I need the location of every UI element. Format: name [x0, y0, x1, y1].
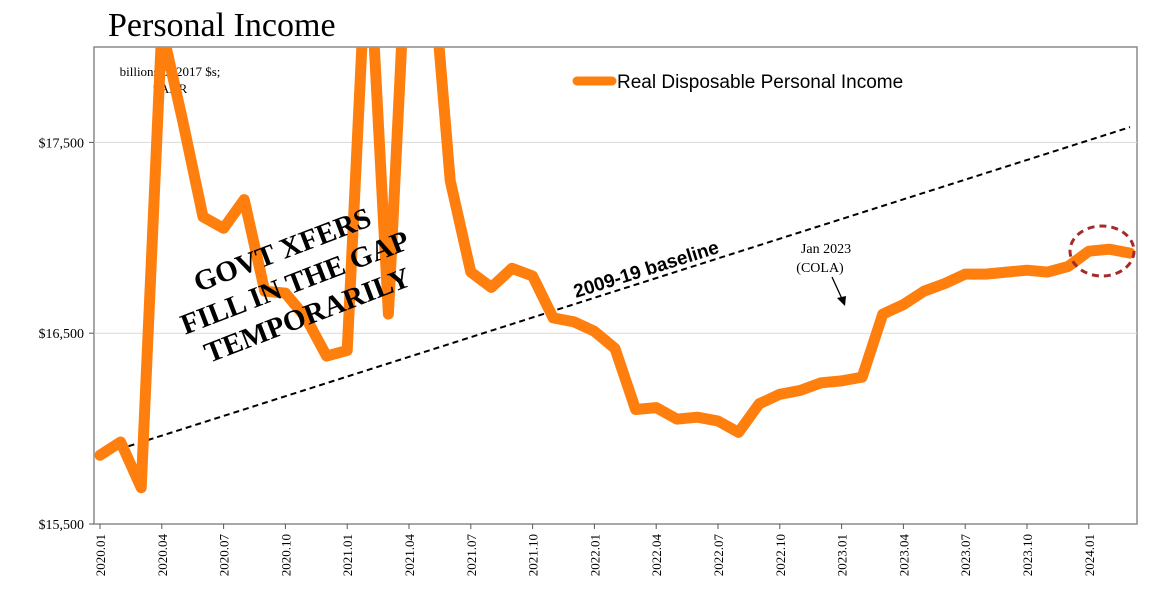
x-tick-label: 2020.04 [155, 534, 170, 577]
x-tick-label: 2020.01 [93, 534, 108, 576]
chart-title: Personal Income [108, 7, 336, 44]
x-tick-label: 2023.10 [1020, 534, 1035, 576]
x-tick-label: 2022.10 [773, 534, 788, 576]
cola-label-line-2: (COLA) [796, 261, 844, 276]
cola-label-line-1: Jan 2023 [801, 242, 851, 257]
y-tick-label: $15,500 [39, 518, 85, 533]
legend-label: Real Disposable Personal Income [617, 72, 903, 93]
cola-arrow [831, 276, 844, 302]
x-axis-ticks: 2020.01 2020.04 2020.07 2020.10 2021.01 2021.… [93, 524, 1097, 576]
y-axis-ticks: $15,500 $16,500 $17,500 [39, 136, 94, 533]
x-tick-label: 2021.04 [402, 534, 417, 577]
gridlines [94, 141, 1137, 334]
x-tick-label: 2021.10 [526, 534, 541, 576]
x-tick-label: 2021.01 [340, 534, 355, 576]
x-tick-label: 2020.07 [217, 534, 232, 577]
baseline-line [99, 126, 1131, 457]
x-tick-label: 2023.04 [896, 534, 911, 577]
x-tick-label: 2023.01 [835, 534, 850, 576]
x-tick-label: 2023.07 [958, 534, 973, 577]
x-tick-label: 2021.07 [464, 534, 479, 577]
latest-highlight-circle [1068, 224, 1136, 278]
y-tick-label: $16,500 [39, 327, 85, 342]
y-tick-label: $17,500 [39, 136, 85, 151]
x-tick-label: 2024.01 [1082, 534, 1097, 576]
x-tick-label: 2022.04 [649, 534, 664, 577]
x-tick-label: 2022.07 [711, 534, 726, 577]
x-tick-label: 2022.01 [587, 534, 602, 576]
x-tick-label: 2020.10 [278, 534, 293, 576]
series-line-real-disposable-income [94, 47, 1136, 494]
cola-arrowhead [837, 296, 846, 306]
